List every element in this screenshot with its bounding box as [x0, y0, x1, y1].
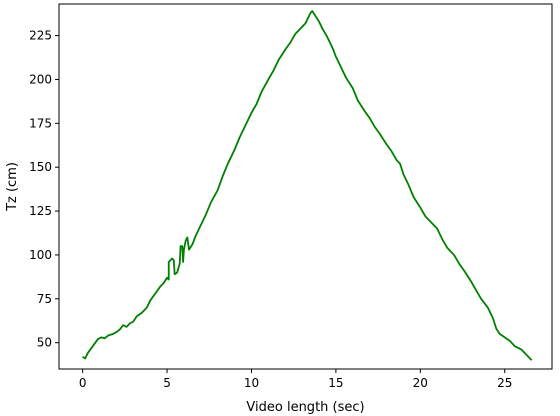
x-axis-label: Video length (sec): [246, 400, 364, 415]
series-line: [82, 10, 533, 361]
x-tick-label: 15: [328, 376, 343, 390]
plot-area: [58, 3, 553, 370]
y-tick-label: 100: [29, 248, 52, 262]
y-tick-label: 150: [29, 160, 52, 174]
x-axis: 0 5 10 15 20 25: [79, 369, 512, 390]
y-tick-label: 125: [29, 204, 52, 218]
x-tick-label: 10: [244, 376, 259, 390]
y-axis: 50 75 100 125 150 175 200 225: [29, 29, 59, 350]
y-tick-label: 50: [37, 336, 52, 350]
plot-frame: [58, 3, 553, 370]
y-tick-label: 75: [37, 292, 52, 306]
x-tick-label: 25: [497, 376, 512, 390]
y-tick-label: 175: [29, 116, 52, 130]
y-axis-label: Tz (cm): [5, 162, 20, 212]
x-tick-label: 5: [163, 376, 171, 390]
y-tick-label: 200: [29, 72, 52, 86]
x-tick-label: 20: [413, 376, 428, 390]
y-tick-label: 225: [29, 29, 52, 43]
x-tick-label: 0: [79, 376, 87, 390]
